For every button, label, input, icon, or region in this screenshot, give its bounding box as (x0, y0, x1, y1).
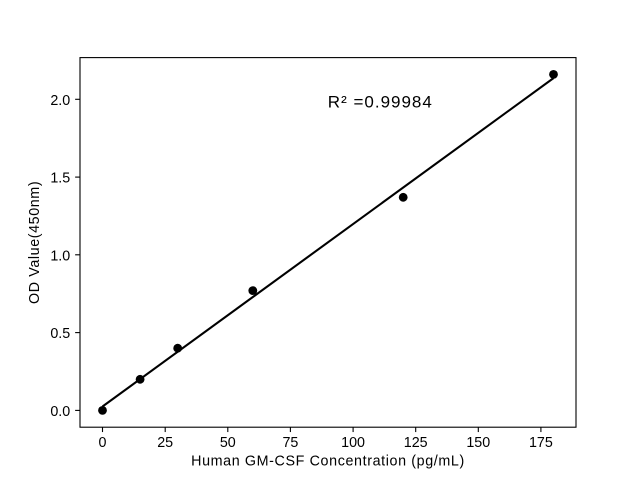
svg-text:175: 175 (529, 435, 553, 451)
svg-text:0.0: 0.0 (50, 404, 70, 420)
svg-text:25: 25 (157, 435, 173, 451)
svg-text:50: 50 (220, 435, 236, 451)
svg-text:Human GM-CSF Concentration (pg: Human GM-CSF Concentration (pg/mL) (191, 454, 465, 470)
svg-text:0.5: 0.5 (50, 326, 70, 342)
svg-text:125: 125 (404, 435, 428, 451)
svg-text:R² =0.99984: R² =0.99984 (328, 93, 433, 112)
svg-text:100: 100 (341, 435, 365, 451)
svg-text:2.0: 2.0 (50, 93, 70, 109)
svg-text:1.0: 1.0 (50, 248, 70, 264)
svg-text:75: 75 (282, 435, 298, 451)
svg-text:OD Value(450nm): OD Value(450nm) (27, 181, 43, 304)
svg-text:0: 0 (99, 435, 107, 451)
svg-text:150: 150 (466, 435, 490, 451)
svg-text:1.5: 1.5 (50, 171, 70, 187)
